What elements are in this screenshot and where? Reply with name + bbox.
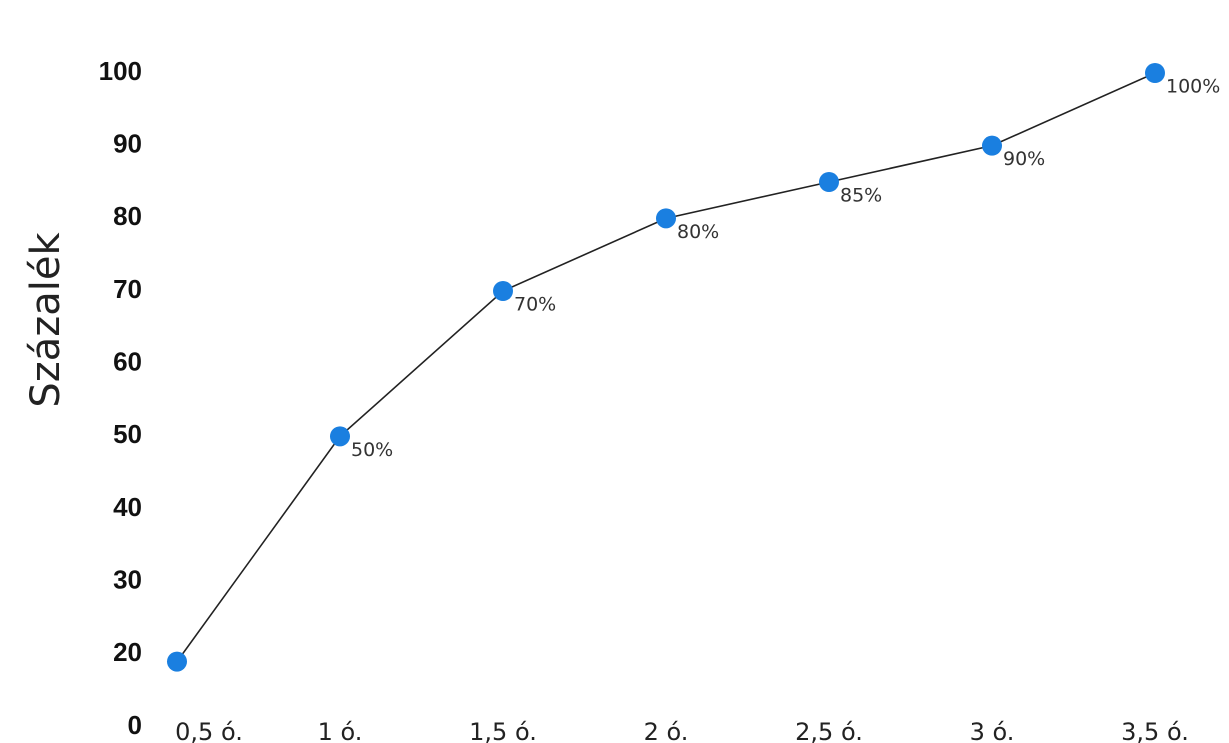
- y-tick-label: 70: [113, 274, 142, 304]
- x-tick-label: 2,5 ó.: [795, 718, 863, 743]
- data-point: [167, 651, 187, 672]
- y-tick-label: 80: [113, 201, 142, 231]
- data-point: [982, 135, 1002, 156]
- data-label: 90%: [1003, 148, 1045, 170]
- data-point: [819, 172, 839, 192]
- y-tick-label: 100: [99, 56, 142, 86]
- data-label: 50%: [351, 439, 393, 461]
- data-point: [330, 426, 350, 447]
- data-label: 70%: [514, 294, 556, 316]
- y-tick-label: 90: [113, 129, 142, 159]
- y-tick-label: 60: [113, 347, 142, 377]
- y-axis-title: Százalék: [23, 232, 69, 408]
- x-tick-label: 3,5 ó.: [1121, 718, 1189, 743]
- x-tick-label: 2 ó.: [644, 718, 689, 743]
- x-tick-label: 3 ó.: [970, 718, 1015, 743]
- data-point: [493, 281, 513, 301]
- data-label: 80%: [677, 221, 719, 243]
- x-tick-label: 1 ó.: [318, 718, 363, 743]
- data-label: 100%: [1166, 76, 1220, 98]
- y-tick-label: 40: [113, 492, 142, 522]
- x-tick-label: 0,5 ó.: [175, 718, 243, 743]
- y-tick-label: 20: [113, 637, 142, 667]
- data-point: [1145, 63, 1165, 83]
- y-tick-label: 30: [113, 565, 142, 595]
- data-point: [656, 208, 676, 229]
- y-tick-label: 0: [128, 710, 142, 740]
- data-label: 85%: [840, 185, 882, 207]
- y-tick-label: 50: [113, 419, 142, 449]
- x-tick-label: 1,5 ó.: [469, 718, 537, 743]
